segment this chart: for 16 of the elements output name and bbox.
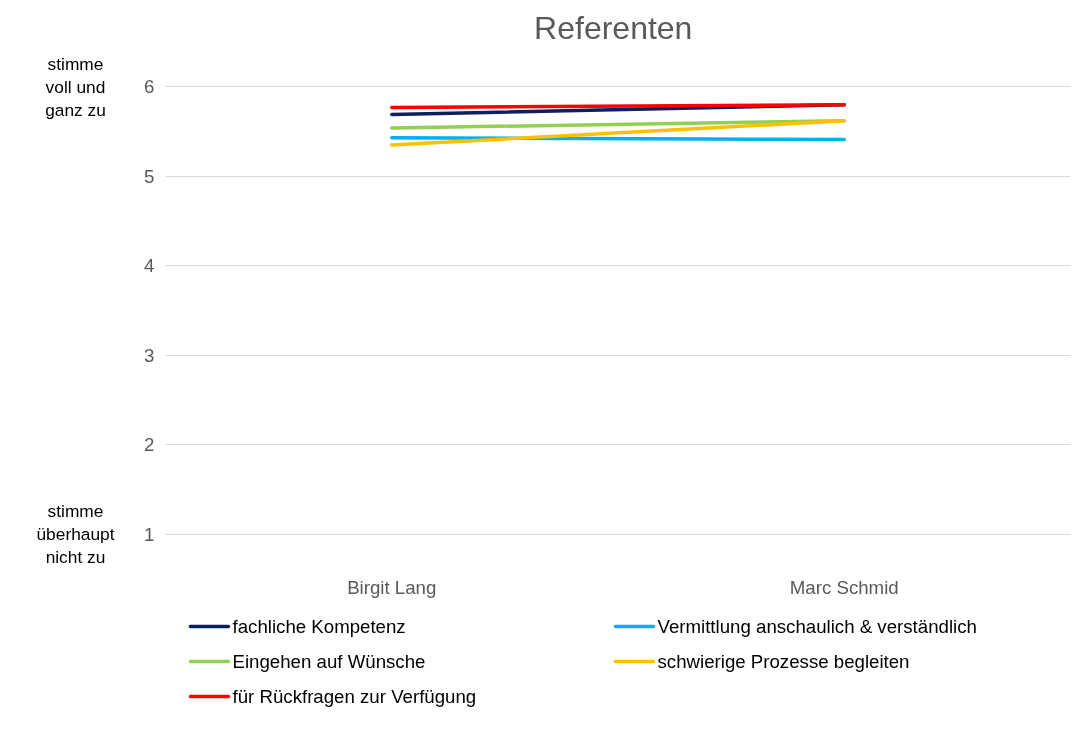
y-tick-label: 2 [144, 434, 155, 456]
y-tick-label: 6 [144, 76, 155, 98]
legend-label: für Rückfragen zur Verfügung [232, 686, 477, 707]
y-tick-label: 1 [144, 523, 155, 545]
legend-label: fachliche Kompetenz [232, 616, 406, 637]
y-tick-label: 5 [144, 165, 155, 187]
x-tick-label: Marc Schmid [789, 576, 899, 598]
y-tick-label: 3 [144, 344, 155, 366]
legend-label: Vermittlung anschaulich & verständlich [657, 616, 977, 637]
legend-label: schwierige Prozesse begleiten [657, 651, 910, 672]
legend-label: Eingehen auf Wünsche [232, 651, 426, 672]
text: stimme überhaupt nicht zu [36, 501, 115, 568]
chart-title: Referenten [534, 10, 693, 46]
x-tick-label: Birgit Lang [347, 576, 437, 598]
text: stimme voll und ganz zu [45, 53, 106, 120]
y-tick-label: 4 [144, 255, 155, 277]
